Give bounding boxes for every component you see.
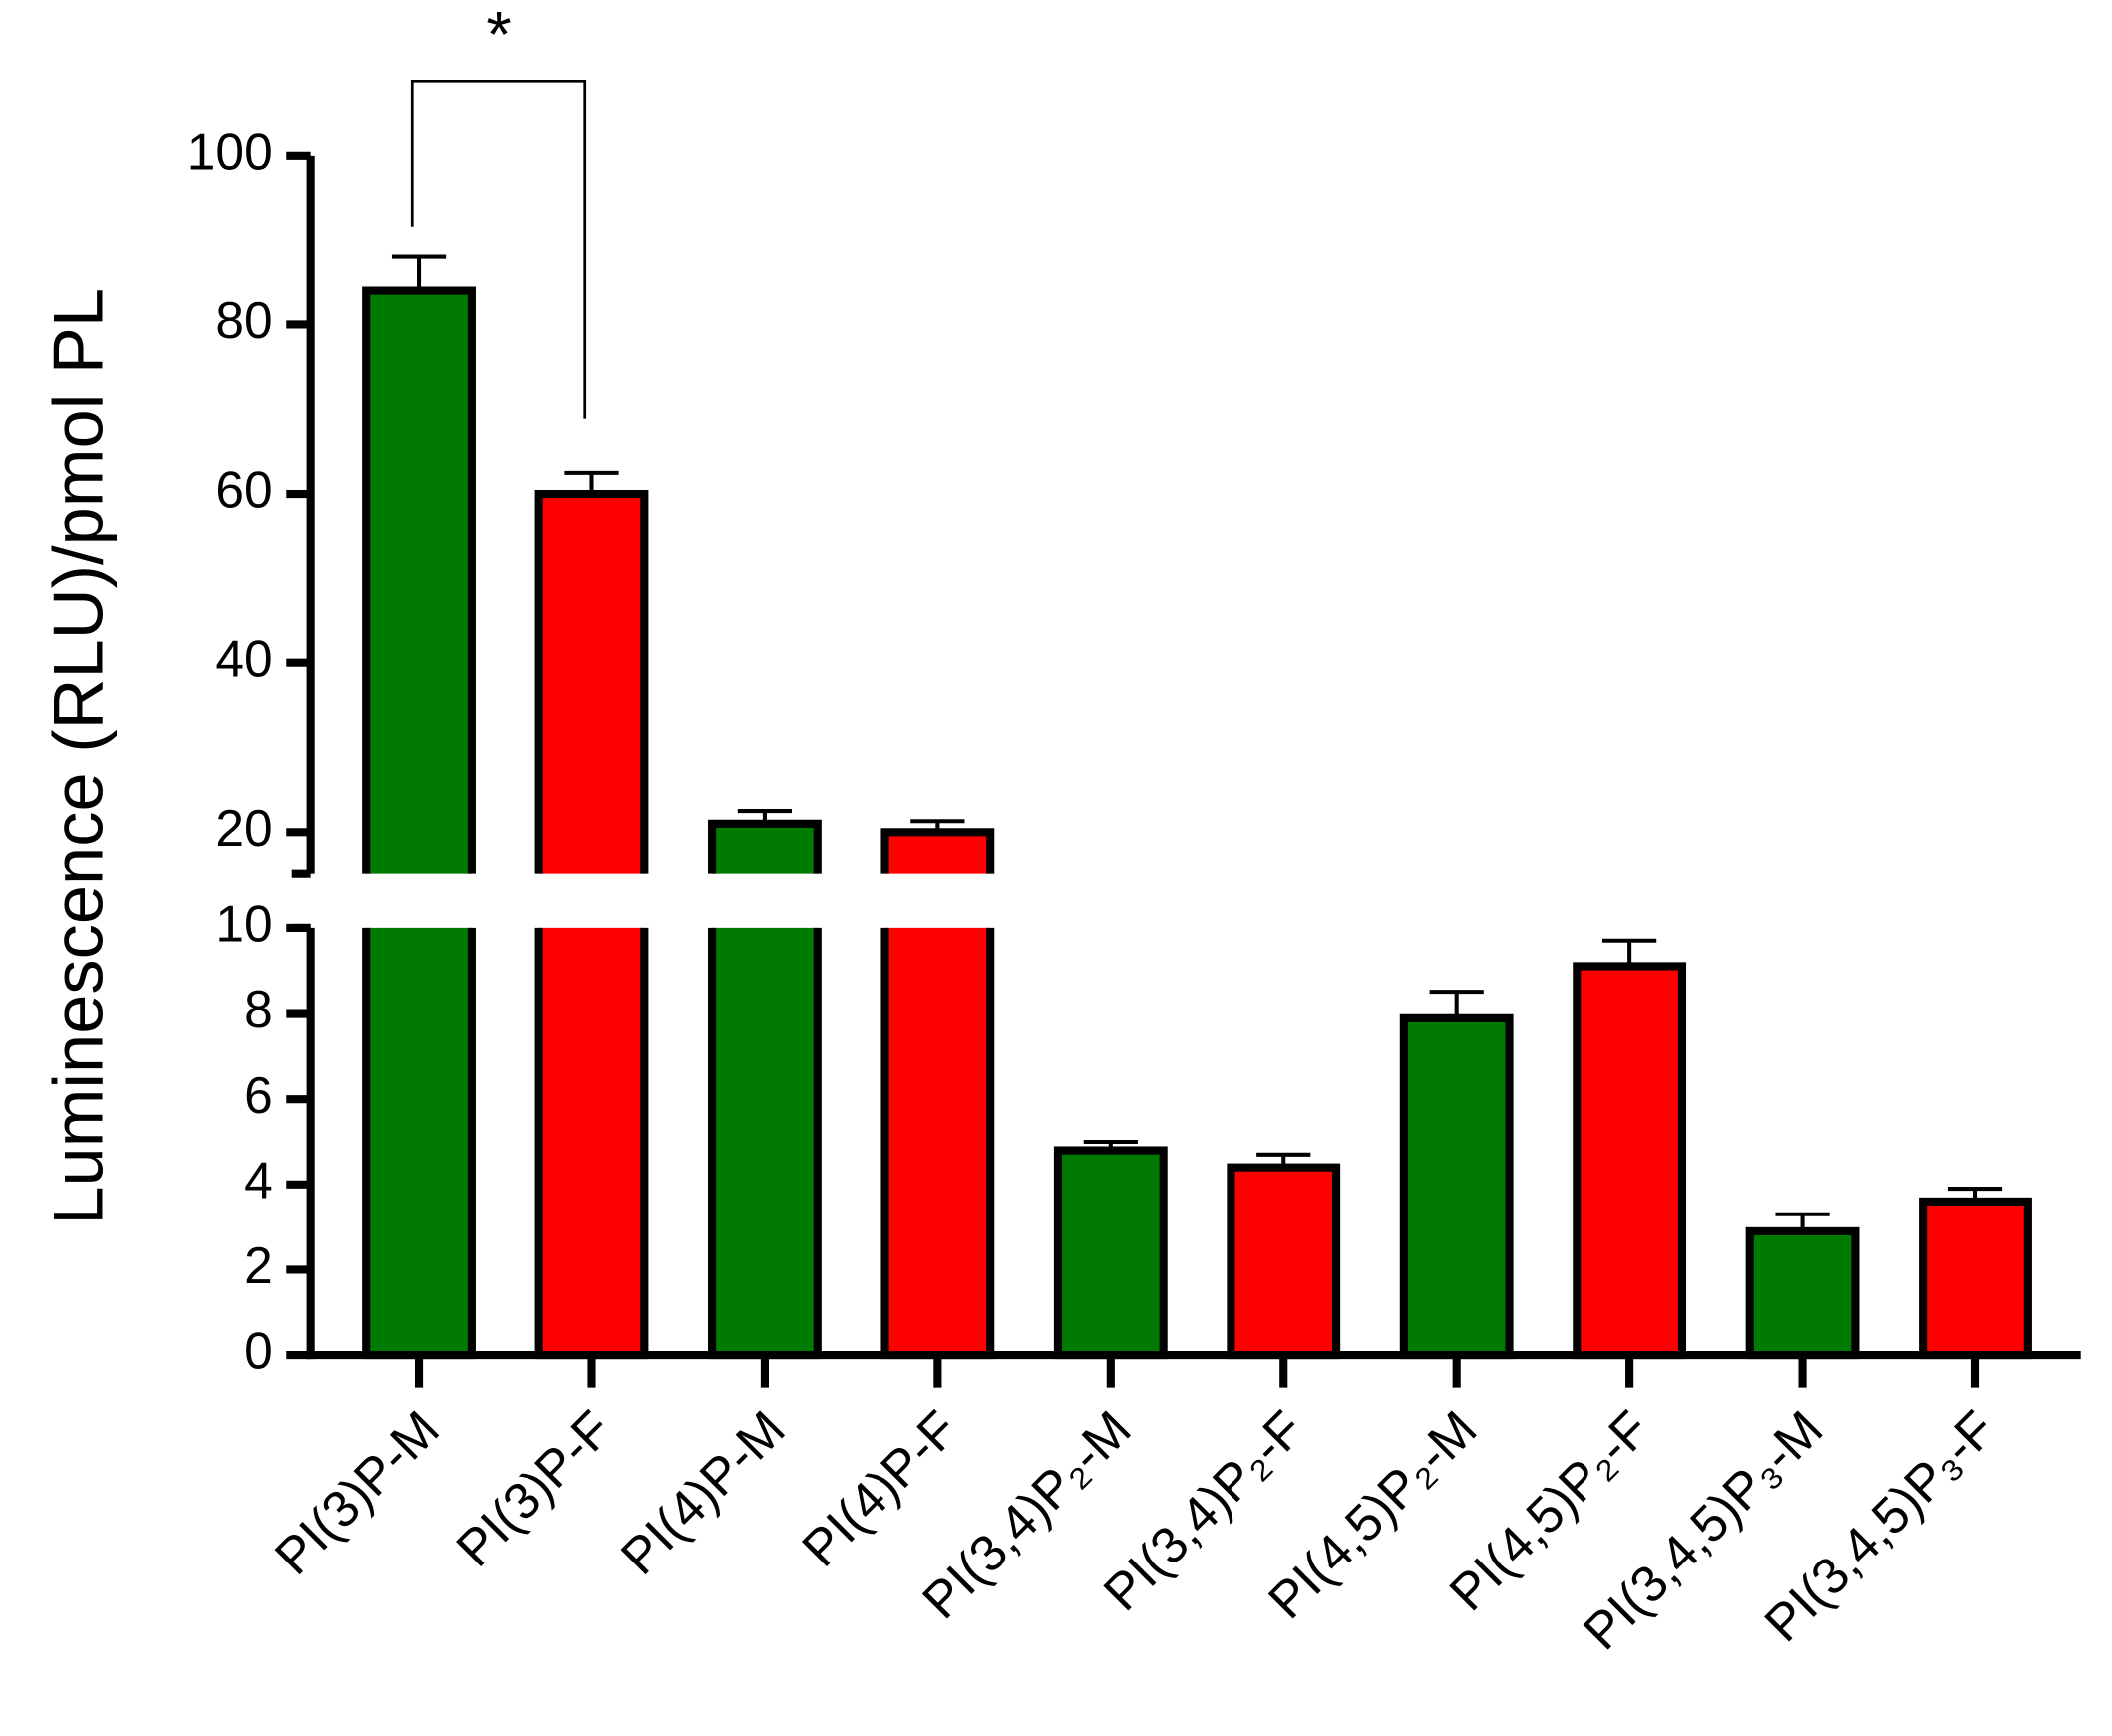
y-tick-label: 80 bbox=[215, 291, 272, 349]
y-tick-label: 40 bbox=[215, 629, 272, 687]
bar-upper-part bbox=[534, 489, 649, 874]
bar-lower-part bbox=[534, 927, 649, 1360]
plot-area: Luminescence (RLU)/pmol PL 0 2 4 6 8 10 20 40 60… bbox=[39, 0, 2081, 1660]
y-tick-label: 0 bbox=[244, 1322, 273, 1380]
bar-lower-part bbox=[708, 927, 822, 1360]
bar bbox=[1745, 1226, 1860, 1360]
bar-upper-part bbox=[362, 286, 476, 874]
bar-lower-part bbox=[362, 927, 476, 1360]
x-tick-label: PI(4)P-M bbox=[609, 1399, 796, 1585]
y-tick-label: 10 bbox=[215, 894, 272, 952]
y-tick-label: 60 bbox=[215, 461, 272, 519]
y-tick-label: 6 bbox=[244, 1066, 273, 1124]
bar bbox=[1573, 962, 1687, 1360]
y-tick-label: 8 bbox=[244, 980, 273, 1038]
bar-upper-part bbox=[708, 819, 822, 874]
significance-label: * bbox=[486, 0, 511, 71]
x-tick-label: PI(4)P-F bbox=[791, 1399, 969, 1577]
significance-bracket bbox=[410, 79, 587, 419]
y-tick-label: 100 bbox=[187, 122, 273, 179]
bar bbox=[1399, 1013, 1514, 1360]
bar bbox=[1919, 1197, 2032, 1360]
y-tick-label: 2 bbox=[244, 1236, 273, 1294]
bar-upper-part bbox=[880, 828, 995, 874]
x-tick-label: PI(3)P-M bbox=[263, 1399, 450, 1585]
bar-lower-part bbox=[880, 927, 995, 1360]
y-axis-label: Luminescence (RLU)/pmol PL bbox=[39, 288, 118, 1225]
y-tick-label: 20 bbox=[215, 799, 272, 857]
bar bbox=[1053, 1146, 1168, 1360]
y-tick-label: 4 bbox=[244, 1151, 273, 1209]
bar bbox=[1227, 1163, 1341, 1360]
x-tick-label: PI(3)P-F bbox=[445, 1399, 623, 1577]
